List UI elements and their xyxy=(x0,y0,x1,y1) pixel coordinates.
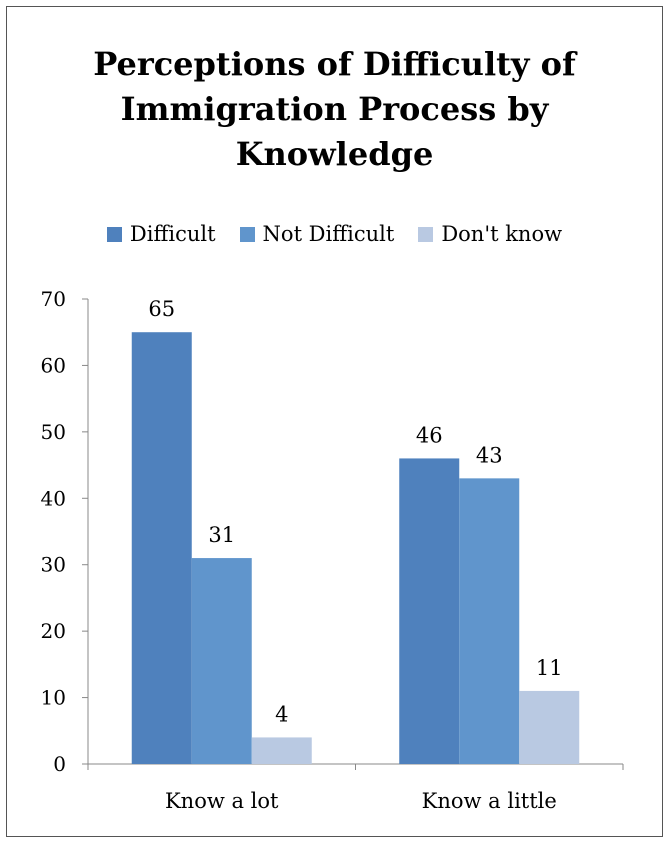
data-label: 4 xyxy=(275,702,288,726)
chart-title-line-3: Knowledge xyxy=(235,135,434,173)
legend-swatch-not-difficult xyxy=(239,226,255,242)
legend-item-dont-know: Don't know xyxy=(418,222,562,246)
bar xyxy=(191,558,252,764)
x-category-label: Know a little xyxy=(422,789,557,813)
data-label: 31 xyxy=(208,523,235,547)
y-tick-label: 60 xyxy=(41,353,66,377)
legend-label-dont-know: Don't know xyxy=(441,222,563,246)
data-label: 43 xyxy=(476,443,503,467)
y-tick-label: 0 xyxy=(53,752,66,776)
bar xyxy=(459,478,520,764)
bar xyxy=(131,332,192,764)
y-tick-label: 40 xyxy=(41,486,66,510)
x-category-label: Know a lot xyxy=(165,789,279,813)
legend-swatch-dont-know xyxy=(418,226,434,242)
legend-item-difficult: Difficult xyxy=(106,222,216,246)
y-tick-label: 10 xyxy=(41,686,66,710)
legend-label-not-difficult: Not Difficult xyxy=(262,222,395,246)
bar xyxy=(251,737,312,764)
legend-label-difficult: Difficult xyxy=(129,222,216,246)
chart-legend: Difficult Not Difficult Don't know xyxy=(0,222,669,246)
legend-swatch-difficult xyxy=(106,226,122,242)
data-label: 11 xyxy=(536,656,563,680)
y-tick-label: 50 xyxy=(41,420,66,444)
data-label: 46 xyxy=(416,423,443,447)
chart-title-line-2: Immigration Process by xyxy=(120,90,549,128)
y-tick-label: 30 xyxy=(41,553,66,577)
chart-title: Perceptions of Difficulty of Immigration… xyxy=(20,42,649,177)
chart-title-line-1: Perceptions of Difficulty of xyxy=(93,45,576,83)
y-tick-label: 70 xyxy=(41,287,66,311)
data-label: 65 xyxy=(148,297,175,321)
y-tick-label: 20 xyxy=(41,619,66,643)
bar xyxy=(399,458,460,764)
bar xyxy=(519,690,580,764)
legend-item-not-difficult: Not Difficult xyxy=(239,222,395,246)
